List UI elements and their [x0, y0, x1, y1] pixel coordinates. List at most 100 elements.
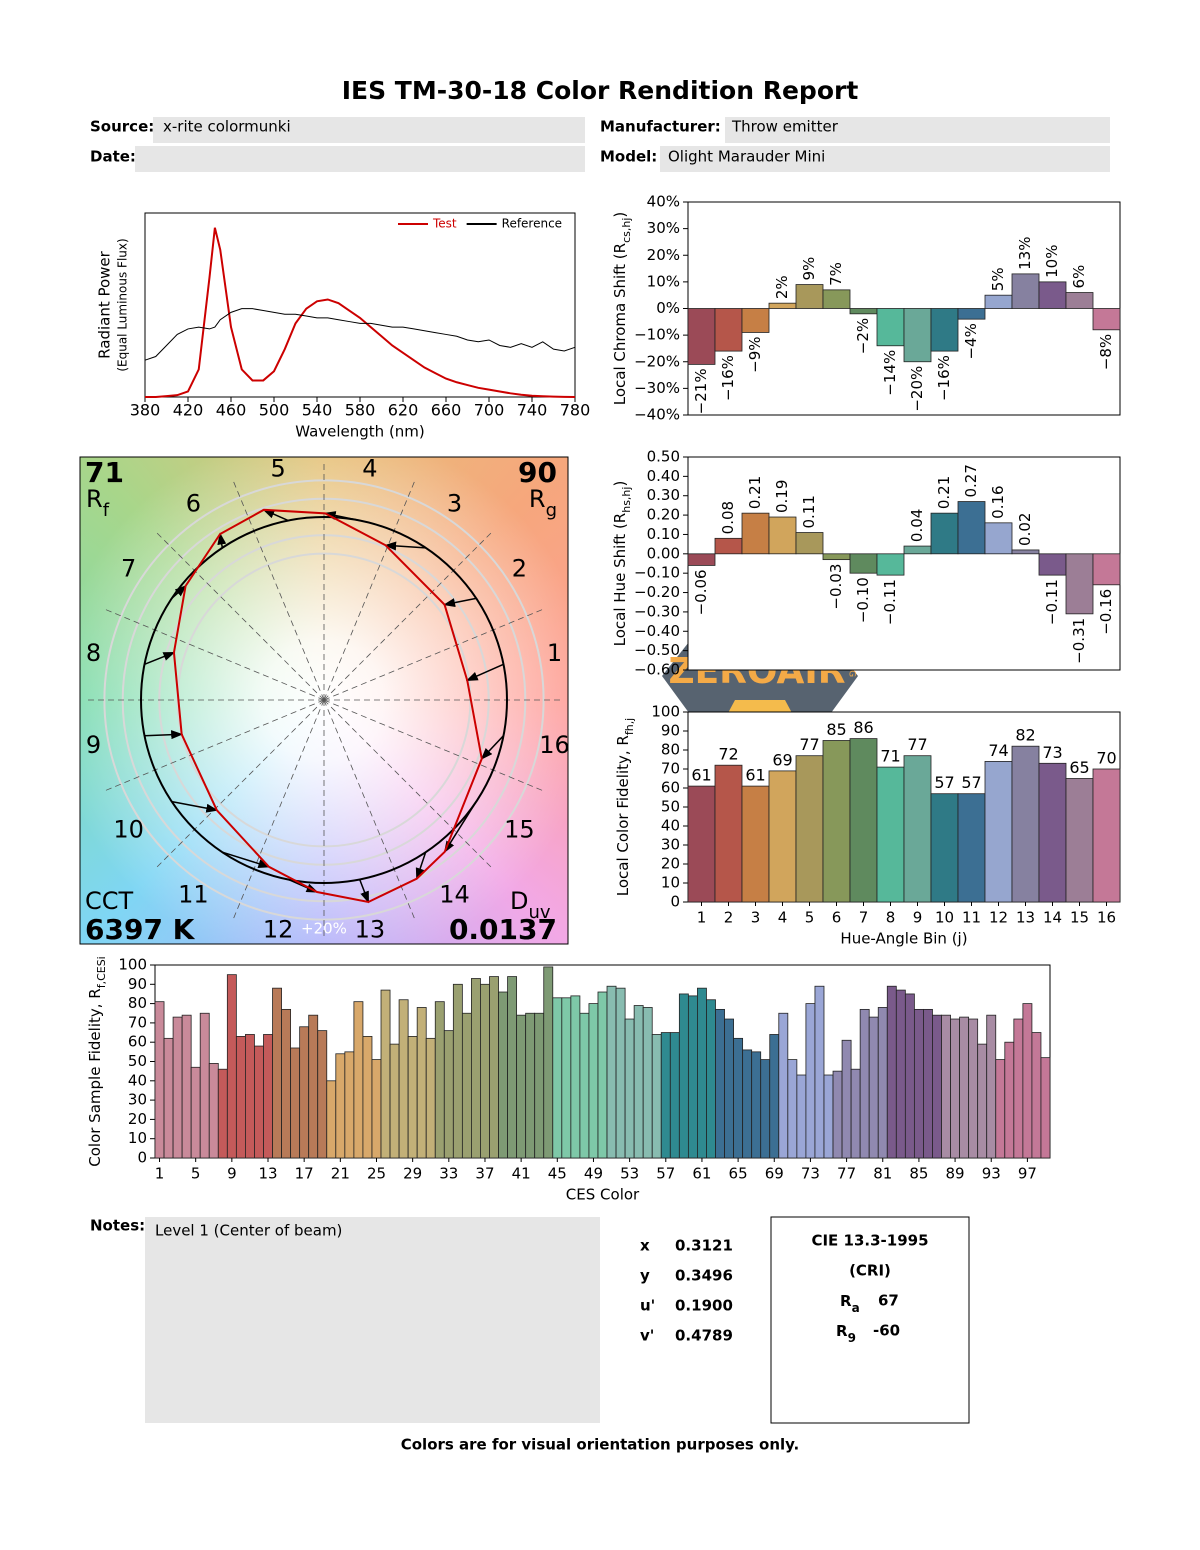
y-tick-label: 20 [128, 1110, 147, 1128]
bar [968, 1018, 979, 1159]
bar [678, 993, 689, 1159]
y-tick-label: 40 [128, 1071, 147, 1089]
bar [362, 1036, 373, 1159]
x-tick-label: 61 [692, 1165, 711, 1183]
bar [715, 1008, 725, 1159]
y-tick-label: 0.10 [647, 525, 680, 543]
legend-label: Reference [502, 217, 562, 231]
x-axis-title: Wavelength (nm) [295, 423, 425, 441]
bar [957, 501, 986, 555]
bar [389, 1043, 400, 1159]
shift-arrow [144, 651, 176, 665]
value-label: −16% [719, 355, 737, 401]
cct-value: 6397 K [85, 913, 196, 946]
x-tick-label: 620 [388, 401, 419, 420]
chromaticity-label: v' [640, 1327, 654, 1345]
bar [452, 983, 463, 1159]
bar [849, 738, 878, 903]
bar [434, 1001, 445, 1159]
x-tick-label: 700 [474, 401, 505, 420]
bar [769, 1034, 780, 1159]
bar [498, 991, 508, 1159]
shift-arrow [384, 541, 426, 551]
r9-value: -60 [873, 1322, 900, 1340]
bar [850, 1068, 861, 1159]
bar [263, 1034, 273, 1159]
bar [795, 284, 824, 309]
y-axis-title: Local Hue Shift (Rhs,hj) [611, 481, 633, 647]
y-tick-label: 80 [128, 994, 147, 1012]
value-label: 73 [1042, 743, 1062, 762]
field-label: Source: [90, 118, 154, 136]
x-axis-title: Hue-Angle Bin (j) [840, 930, 967, 948]
cct-label: CCT [85, 887, 134, 915]
y-tick-label: 80 [661, 741, 680, 759]
value-label: 70 [1096, 749, 1116, 768]
bar [768, 770, 797, 903]
value-label: −0.11 [1043, 579, 1061, 625]
r9-label: R9 [836, 1322, 856, 1345]
bin-boundary [231, 699, 325, 922]
value-label: −8% [1097, 334, 1115, 370]
value-label: −21% [692, 368, 710, 414]
bar [516, 1014, 527, 1159]
y-tick-label: 0 [137, 1149, 147, 1167]
x-tick-label: 73 [801, 1165, 820, 1183]
bar [1011, 549, 1040, 555]
x-tick-label: 57 [656, 1165, 675, 1183]
value-label: 61 [691, 766, 711, 785]
bar [741, 308, 770, 333]
y-axis-title: Color Sample Fidelity, Rf,CESi [86, 956, 108, 1167]
bar [480, 983, 490, 1159]
value-label: 61 [745, 766, 765, 785]
chromaticity-value: 0.1900 [675, 1297, 733, 1315]
bin-label: 15 [504, 816, 535, 844]
field-label: Date: [90, 148, 136, 166]
bin-label: 3 [447, 490, 462, 518]
notes-label: Notes: [90, 1217, 145, 1235]
bar [913, 1008, 924, 1159]
bar [308, 1014, 319, 1159]
x-tick-label: 33 [439, 1165, 458, 1183]
bin-label: 8 [86, 639, 101, 667]
bar [1038, 553, 1067, 576]
value-label: −0.06 [692, 569, 710, 615]
shift-arrow [171, 584, 187, 599]
bar [760, 1059, 771, 1159]
bar [1092, 553, 1121, 586]
ra-label: Ra [840, 1292, 860, 1315]
y-tick-label: −0.30 [634, 602, 680, 620]
bin-boundary [231, 478, 325, 701]
bar [814, 985, 825, 1159]
bar [876, 766, 905, 903]
y-tick-label: 50 [128, 1052, 147, 1070]
value-label: 0.02 [1016, 513, 1034, 546]
bar [932, 1014, 942, 1159]
ring [103, 479, 545, 921]
bar [877, 1007, 888, 1159]
cri-title: CIE 13.3-1995 [811, 1232, 928, 1250]
value-label: 7% [827, 262, 845, 286]
x-tick-label: 4 [778, 909, 788, 927]
bar [425, 1037, 436, 1159]
field-value: Olight Marauder Mini [668, 148, 825, 166]
bar [868, 1016, 879, 1159]
bar [507, 976, 518, 1159]
y-tick-label: 0.00 [647, 544, 680, 562]
value-label: 5% [989, 267, 1007, 291]
bar [669, 1032, 680, 1159]
y-tick-label: 0.40 [647, 467, 680, 485]
rf-subscript: f [103, 500, 110, 521]
value-label: 9% [800, 257, 818, 281]
bar [624, 1018, 635, 1159]
shift-arrow [171, 800, 219, 813]
x-tick-label: 580 [345, 401, 376, 420]
bin-label: 16 [539, 731, 570, 759]
bar [416, 1007, 427, 1159]
x-tick-label: 53 [620, 1165, 639, 1183]
bar [1038, 762, 1067, 903]
bar [832, 1070, 843, 1159]
x-tick-label: 660 [431, 401, 462, 420]
x-tick-label: 9 [913, 909, 923, 927]
bar [245, 1034, 255, 1159]
